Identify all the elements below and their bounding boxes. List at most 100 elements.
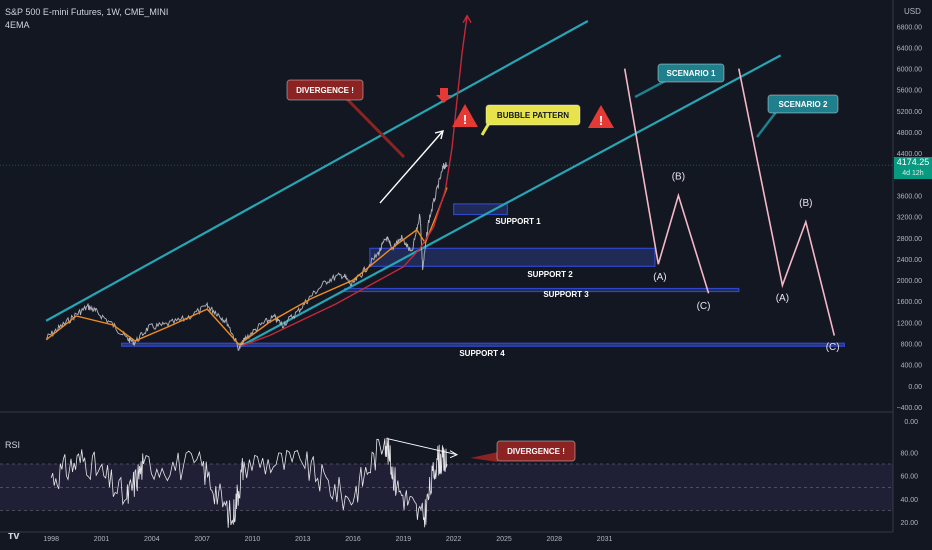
warning-icon-mark: ! (599, 113, 603, 128)
rsi-tick-label: 0.00 (904, 419, 918, 426)
y-tick-label: 5200.00 (897, 109, 922, 116)
support-label-2: SUPPORT 2 (527, 270, 573, 279)
wave-label: (C) (826, 342, 840, 353)
scenario-2-pointer (756, 111, 777, 138)
support-label-4: SUPPORT 4 (459, 349, 505, 358)
price-line (46, 162, 448, 351)
divergence-label-rsi-box (496, 440, 576, 462)
y-tick-label: 400.00 (901, 363, 923, 370)
ema-line-red (240, 15, 468, 347)
channel-line-2 (240, 54, 782, 348)
x-tick-label: 1998 (43, 536, 59, 543)
wave-label: (C) (697, 301, 711, 312)
warning-icon: ! (588, 105, 614, 128)
rsi-line (50, 437, 448, 528)
scenario-2-label: SCENARIO 2 (767, 94, 839, 114)
bubble-label: BUBBLE PATTERN (485, 104, 581, 126)
x-tick-label: 2001 (94, 536, 110, 543)
scenario-1-pointer (634, 78, 668, 99)
y-tick-label: 6800.00 (897, 24, 922, 31)
channel-lines (45, 20, 782, 348)
y-tick-label: 3200.00 (897, 215, 922, 222)
last-price-value: 4174.25 (896, 157, 930, 167)
y-tick-label: 1600.00 (897, 299, 922, 306)
support-zone-3 (344, 287, 740, 293)
x-tick-label: 2025 (496, 536, 512, 543)
y-tick-label: 2400.00 (897, 257, 922, 264)
scenario-1-label: SCENARIO 1 (657, 63, 725, 83)
chart-title: S&P 500 E-mini Futures, 1W, CME_MINI (5, 7, 169, 17)
y-tick-label: 4400.00 (897, 151, 922, 158)
divergence-label-main: DIVERGENCE ! (286, 79, 364, 101)
scenario-1-label-box (657, 63, 725, 83)
wave-label: (A) (653, 272, 666, 283)
rsi-divergence-pointer (470, 452, 498, 462)
warning-icon-mark: ! (463, 112, 467, 127)
support-zones (121, 203, 846, 347)
rsi-band-layer (0, 463, 893, 511)
rsi-label: RSI (5, 440, 21, 450)
y-tick-label: 0.00 (908, 384, 922, 391)
y-tick-label: −400.00 (897, 405, 923, 412)
ema-line-orange (45, 187, 448, 346)
warning-icon-triangle (588, 105, 614, 128)
bubble-label-box (485, 104, 581, 126)
warning-icon: ! (452, 104, 478, 127)
ema-red-arrowhead (462, 14, 472, 24)
scenario-path-2 (738, 68, 836, 336)
y-tick-label: 1200.00 (897, 320, 922, 327)
support-zone-4 (121, 342, 846, 347)
trend-arrow (379, 130, 444, 204)
wave-label: (B) (799, 198, 812, 209)
y-tick-label: 3600.00 (897, 193, 922, 200)
axes-layer: 6800.00 6400.00 6000.00 5600.00 5200.00 4800.… (43, 24, 922, 543)
y-tick-label: 6000.00 (897, 67, 922, 74)
bar-countdown: 4d 12h (902, 170, 924, 177)
down-arrow-icon (436, 88, 452, 103)
x-tick-label: 2013 (295, 536, 311, 543)
scenario-2-label-text: SCENARIO 2 (779, 100, 828, 109)
y-tick-label: 5600.00 (897, 88, 922, 95)
channel-line-1 (45, 20, 589, 322)
indicator-label: 4EMA (5, 20, 30, 30)
support-zone-1 (453, 203, 508, 216)
rsi-divergence-arrowhead (449, 450, 459, 459)
scenario-2-label-box (767, 94, 839, 114)
grid-lines (0, 0, 894, 533)
x-tick-label: 2010 (245, 536, 261, 543)
price-series-layer (45, 14, 472, 528)
x-tick-label: 2007 (194, 536, 210, 543)
bubble-label-text: BUBBLE PATTERN (497, 111, 569, 120)
annotations-layer: SUPPORT 1 SUPPORT 2 SUPPORT 3 SUPPORT 4 (A) (… (286, 63, 840, 462)
y-tick-label: 2000.00 (897, 278, 922, 285)
divergence-label-rsi: DIVERGENCE ! (496, 440, 576, 462)
rsi-tick-label: 20.00 (900, 520, 918, 527)
y-tick-label: 4800.00 (897, 130, 922, 137)
support-zone-2 (369, 247, 656, 267)
divergence-label-rsi-text: DIVERGENCE ! (507, 447, 565, 456)
y-tick-label: 6400.00 (897, 45, 922, 52)
last-price-tag: 4174.25 4d 12h (894, 157, 932, 179)
x-tick-label: 2019 (396, 536, 412, 543)
x-tick-label: 2016 (345, 536, 361, 543)
divergence-label-main-text: DIVERGENCE ! (296, 86, 354, 95)
rsi-tick-label: 80.00 (900, 450, 918, 457)
scenario-1-label-text: SCENARIO 1 (667, 69, 716, 78)
x-tick-label: 2004 (144, 536, 160, 543)
wave-label: (A) (776, 293, 789, 304)
y-tick-label: 2800.00 (897, 236, 922, 243)
divergence-label-main-box (286, 79, 364, 101)
x-tick-label: 2028 (547, 536, 563, 543)
y-tick-label: 800.00 (901, 342, 923, 349)
x-tick-label: 2031 (597, 536, 613, 543)
divergence-pointer (343, 95, 406, 159)
rsi-tick-label: 40.00 (900, 497, 918, 504)
trend-arrowhead (434, 130, 444, 140)
support-label-3: SUPPORT 3 (543, 290, 589, 299)
x-tick-label: 2022 (446, 536, 462, 543)
rsi-tick-label: 60.00 (900, 474, 918, 481)
scenario-paths (623, 68, 836, 336)
support-label-1: SUPPORT 1 (495, 217, 541, 226)
currency-label: USD (904, 7, 921, 16)
